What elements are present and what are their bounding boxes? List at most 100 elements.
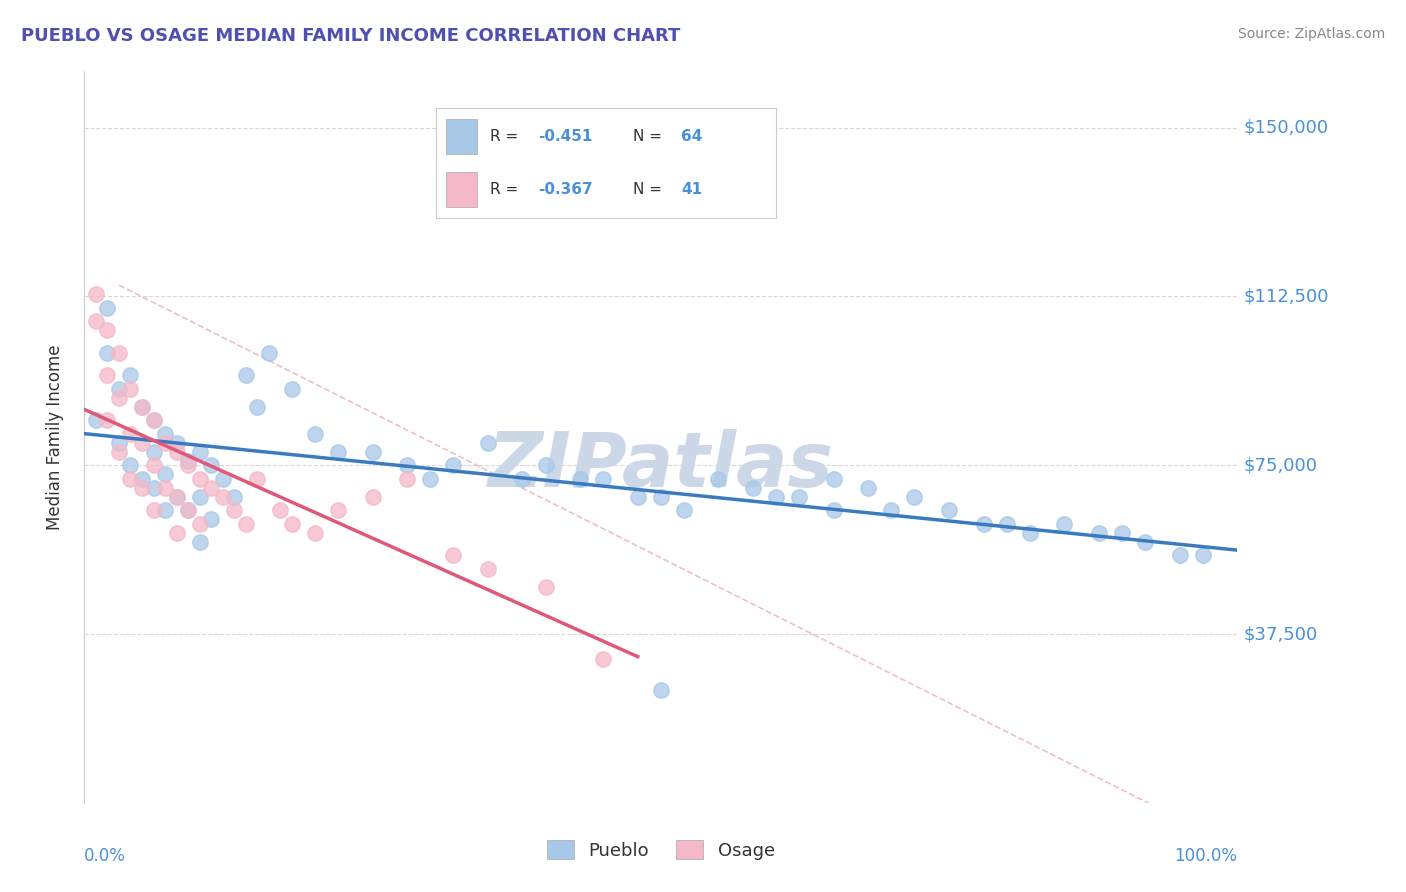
Point <box>672 503 695 517</box>
Point <box>823 472 845 486</box>
Point <box>326 444 349 458</box>
Point <box>108 444 131 458</box>
Point <box>858 481 880 495</box>
Point <box>938 503 960 517</box>
Point <box>211 490 233 504</box>
Point <box>166 444 188 458</box>
Point <box>131 400 153 414</box>
Point <box>84 314 107 328</box>
Point <box>246 472 269 486</box>
Point <box>224 490 246 504</box>
Legend: Pueblo, Osage: Pueblo, Osage <box>540 833 782 867</box>
Point <box>177 503 200 517</box>
Point <box>419 472 441 486</box>
Point <box>142 458 165 473</box>
Point <box>823 503 845 517</box>
Point <box>1191 548 1213 562</box>
Y-axis label: Median Family Income: Median Family Income <box>45 344 63 530</box>
Point <box>153 426 176 441</box>
Point <box>166 490 188 504</box>
Point <box>396 458 419 473</box>
Point <box>142 503 165 517</box>
Point <box>903 490 925 504</box>
Point <box>131 481 153 495</box>
Point <box>96 323 118 337</box>
Point <box>1133 534 1156 549</box>
Point <box>1018 525 1040 540</box>
Point <box>534 580 557 594</box>
Point <box>120 458 142 473</box>
Point <box>120 426 142 441</box>
Point <box>304 426 326 441</box>
Point <box>96 301 118 315</box>
Point <box>281 516 304 531</box>
Point <box>96 413 118 427</box>
Point <box>120 368 142 383</box>
Text: 0.0%: 0.0% <box>84 847 127 864</box>
Point <box>142 413 165 427</box>
Point <box>211 472 233 486</box>
Point <box>995 516 1018 531</box>
Point <box>1168 548 1191 562</box>
Point <box>142 413 165 427</box>
Text: 100.0%: 100.0% <box>1174 847 1237 864</box>
Point <box>131 400 153 414</box>
Point <box>142 481 165 495</box>
Point <box>569 472 592 486</box>
Point <box>650 490 672 504</box>
Point <box>257 345 280 359</box>
Point <box>177 458 200 473</box>
Point <box>650 683 672 698</box>
Point <box>1088 525 1111 540</box>
Point <box>361 444 384 458</box>
Point <box>627 490 650 504</box>
Point <box>361 490 384 504</box>
Point <box>188 472 211 486</box>
Point <box>765 490 787 504</box>
Point <box>1053 516 1076 531</box>
Point <box>396 472 419 486</box>
Point <box>96 345 118 359</box>
Point <box>166 490 188 504</box>
Point <box>880 503 903 517</box>
Point <box>142 444 165 458</box>
Point <box>787 490 810 504</box>
Point <box>441 548 464 562</box>
Point <box>177 453 200 467</box>
Text: Source: ZipAtlas.com: Source: ZipAtlas.com <box>1237 27 1385 41</box>
Text: $150,000: $150,000 <box>1243 119 1329 136</box>
Point <box>120 382 142 396</box>
Point <box>188 534 211 549</box>
Point <box>131 435 153 450</box>
Point <box>153 435 176 450</box>
Point <box>246 400 269 414</box>
Point <box>153 481 176 495</box>
Text: ZIPatlas: ZIPatlas <box>488 429 834 503</box>
Point <box>166 525 188 540</box>
Point <box>108 435 131 450</box>
Point <box>477 562 499 576</box>
Point <box>304 525 326 540</box>
Point <box>108 345 131 359</box>
Point <box>742 481 765 495</box>
Point <box>592 472 614 486</box>
Point <box>188 444 211 458</box>
Point <box>235 368 257 383</box>
Point <box>224 503 246 517</box>
Point <box>200 512 222 526</box>
Point <box>281 382 304 396</box>
Point <box>707 472 730 486</box>
Point <box>131 472 153 486</box>
Point <box>108 382 131 396</box>
Point <box>235 516 257 531</box>
Text: PUEBLO VS OSAGE MEDIAN FAMILY INCOME CORRELATION CHART: PUEBLO VS OSAGE MEDIAN FAMILY INCOME COR… <box>21 27 681 45</box>
Point <box>120 472 142 486</box>
Text: $37,500: $37,500 <box>1243 625 1317 643</box>
Point <box>166 435 188 450</box>
Point <box>269 503 291 517</box>
Point <box>592 652 614 666</box>
Point <box>512 472 534 486</box>
Point <box>84 287 107 301</box>
Point <box>188 490 211 504</box>
Point <box>973 516 995 531</box>
